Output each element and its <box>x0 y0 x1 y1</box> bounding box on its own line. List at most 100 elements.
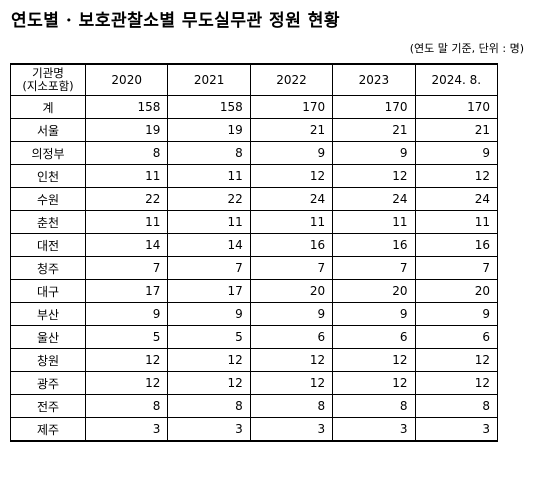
header-region-line1: 기관명 <box>32 65 64 80</box>
table-row: 수원 22 22 24 24 24 <box>10 187 499 211</box>
value-cell: 8 <box>167 394 251 418</box>
region-cell: 창원 <box>10 348 86 372</box>
value-cell: 9 <box>332 141 416 165</box>
value-cell: 21 <box>414 118 499 142</box>
region-cell: 전주 <box>10 394 86 418</box>
value-cell: 12 <box>414 164 499 188</box>
value-cell: 3 <box>332 417 416 442</box>
value-cell: 3 <box>167 417 251 442</box>
table-row: 창원 12 12 12 12 12 <box>10 348 499 372</box>
region-cell: 울산 <box>10 325 86 349</box>
value-cell: 14 <box>84 233 169 257</box>
table-row: 전주 8 8 8 8 8 <box>10 394 499 418</box>
value-cell: 7 <box>414 256 499 280</box>
value-cell: 8 <box>84 394 169 418</box>
value-cell: 3 <box>84 417 169 442</box>
value-cell: 16 <box>414 233 499 257</box>
table-row: 의정부 8 8 9 9 9 <box>10 141 499 165</box>
value-cell: 8 <box>84 141 169 165</box>
table-row: 대구 17 17 20 20 20 <box>10 279 499 303</box>
value-cell: 5 <box>84 325 169 349</box>
value-cell: 11 <box>84 164 169 188</box>
value-cell: 11 <box>167 210 251 234</box>
value-cell: 12 <box>332 164 416 188</box>
table-row: 서울 19 19 21 21 21 <box>10 118 499 142</box>
value-cell: 24 <box>414 187 499 211</box>
region-cell: 청주 <box>10 256 86 280</box>
value-cell: 6 <box>414 325 499 349</box>
value-cell: 170 <box>249 95 334 119</box>
value-cell: 14 <box>167 233 251 257</box>
value-cell: 8 <box>332 394 416 418</box>
value-cell: 17 <box>167 279 251 303</box>
value-cell: 12 <box>84 371 169 395</box>
value-cell: 11 <box>332 210 416 234</box>
table-row: 광주 12 12 12 12 12 <box>10 371 499 395</box>
value-cell: 9 <box>332 302 416 326</box>
region-cell: 제주 <box>10 417 86 442</box>
value-cell: 7 <box>167 256 251 280</box>
value-cell: 9 <box>414 141 499 165</box>
table-row: 울산 5 5 6 6 6 <box>10 325 499 349</box>
value-cell: 12 <box>332 348 416 372</box>
table-row: 부산 9 9 9 9 9 <box>10 302 499 326</box>
region-cell: 서울 <box>10 118 86 142</box>
region-cell: 수원 <box>10 187 86 211</box>
value-cell: 7 <box>84 256 169 280</box>
region-cell: 대구 <box>10 279 86 303</box>
table-header-row: 기관명 (지소포함) 2020 2021 2022 2023 2024. 8. <box>10 63 499 96</box>
header-year: 2020 <box>84 63 169 96</box>
value-cell: 170 <box>332 95 416 119</box>
value-cell: 11 <box>84 210 169 234</box>
region-cell: 광주 <box>10 371 86 395</box>
value-cell: 12 <box>414 348 499 372</box>
value-cell: 16 <box>332 233 416 257</box>
value-cell: 21 <box>332 118 416 142</box>
unit-note: (연도 말 기준, 단위 : 명) <box>409 42 524 55</box>
value-cell: 19 <box>84 118 169 142</box>
value-cell: 170 <box>414 95 499 119</box>
table-row: 대전 14 14 16 16 16 <box>10 233 499 257</box>
value-cell: 22 <box>167 187 251 211</box>
table-row: 인천 11 11 12 12 12 <box>10 164 499 188</box>
header-year: 2022 <box>249 63 334 96</box>
value-cell: 6 <box>332 325 416 349</box>
header-year: 2023 <box>332 63 416 96</box>
value-cell: 24 <box>332 187 416 211</box>
header-region: 기관명 (지소포함) <box>10 63 86 96</box>
value-cell: 12 <box>332 371 416 395</box>
region-cell: 의정부 <box>10 141 86 165</box>
value-cell: 12 <box>249 164 334 188</box>
region-cell: 부산 <box>10 302 86 326</box>
value-cell: 7 <box>332 256 416 280</box>
value-cell: 12 <box>414 371 499 395</box>
value-cell: 12 <box>84 348 169 372</box>
value-cell: 11 <box>249 210 334 234</box>
region-cell: 대전 <box>10 233 86 257</box>
value-cell: 22 <box>84 187 169 211</box>
header-year: 2021 <box>167 63 251 96</box>
value-cell: 3 <box>249 417 334 442</box>
value-cell: 20 <box>414 279 499 303</box>
value-cell: 17 <box>84 279 169 303</box>
value-cell: 20 <box>332 279 416 303</box>
value-cell: 9 <box>167 302 251 326</box>
value-cell: 8 <box>167 141 251 165</box>
header-year: 2024. 8. <box>414 63 499 96</box>
value-cell: 9 <box>249 302 334 326</box>
value-cell: 12 <box>249 371 334 395</box>
value-cell: 11 <box>167 164 251 188</box>
region-cell: 춘천 <box>10 210 86 234</box>
value-cell: 24 <box>249 187 334 211</box>
table-row: 청주 7 7 7 7 7 <box>10 256 499 280</box>
page-title: 연도별 · 보호관찰소별 무도실무관 정원 현황 <box>11 11 341 31</box>
value-cell: 5 <box>167 325 251 349</box>
value-cell: 9 <box>414 302 499 326</box>
value-cell: 158 <box>84 95 169 119</box>
value-cell: 20 <box>249 279 334 303</box>
table-row: 춘천 11 11 11 11 11 <box>10 210 499 234</box>
value-cell: 158 <box>167 95 251 119</box>
value-cell: 12 <box>167 348 251 372</box>
region-cell: 인천 <box>10 164 86 188</box>
region-cell: 계 <box>10 95 86 119</box>
